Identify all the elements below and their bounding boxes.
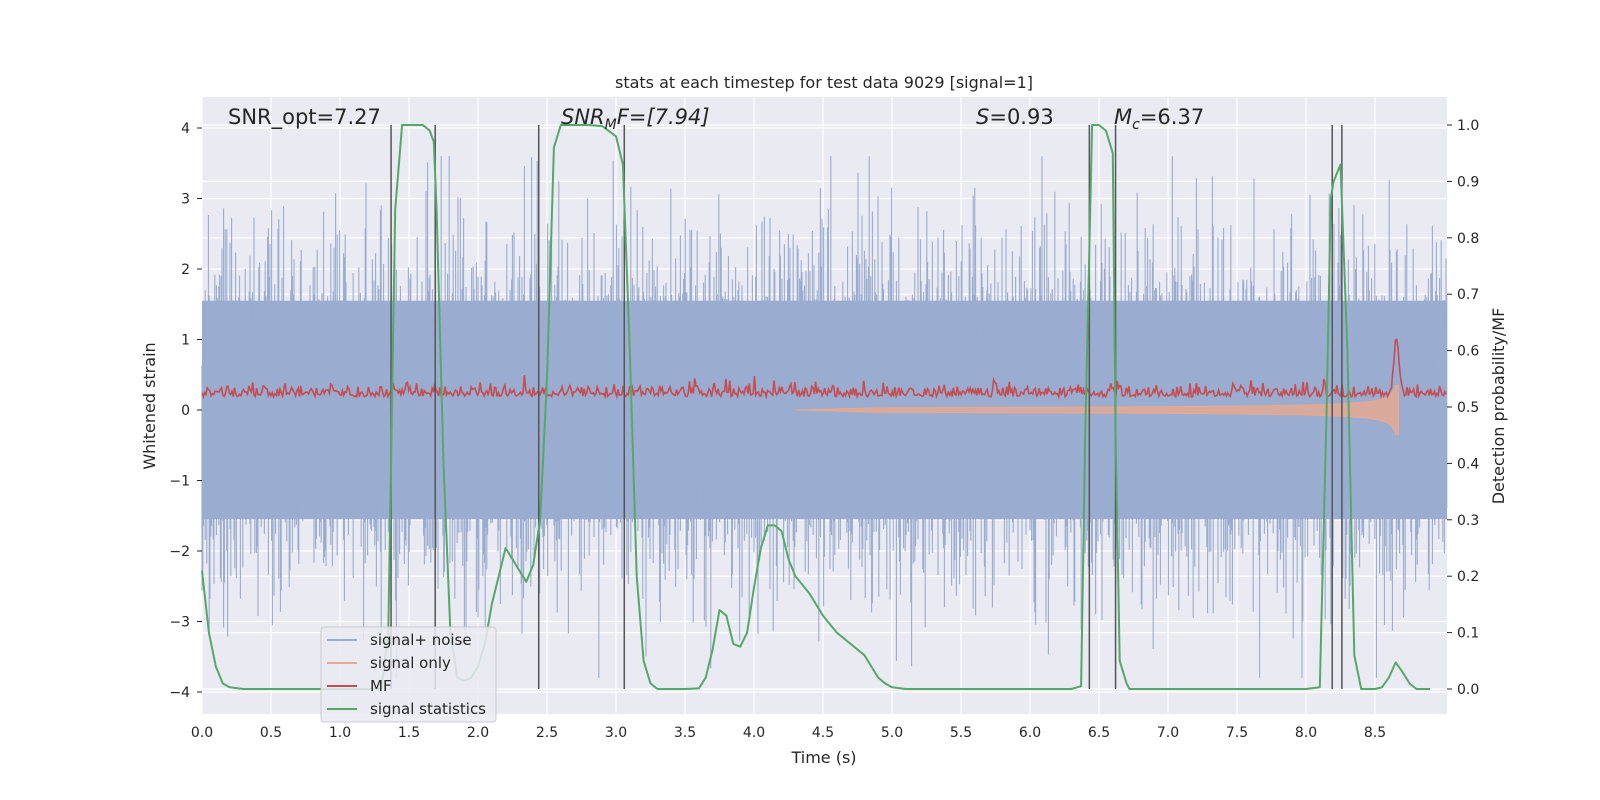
x-tick-label: 5.5 <box>950 725 972 741</box>
x-tick-label: 6.5 <box>1088 725 1110 741</box>
y-tick-label: −4 <box>169 685 190 701</box>
y2-tick-label: 0.4 <box>1457 456 1479 472</box>
y-tick-label: 2 <box>181 262 190 278</box>
y2-axis-label: Detection probability/MF <box>1489 308 1508 505</box>
signal-statistics-line <box>201 124 1431 690</box>
mf-series <box>201 338 1447 400</box>
legend: signal+ noise signal only MF signal stat… <box>320 626 497 723</box>
chart-title: stats at each timestep for test data 902… <box>615 73 1033 92</box>
x-tick-label: 4.0 <box>743 725 765 741</box>
x-tick-label: 1.5 <box>398 725 420 741</box>
y2-tick-label: 0.6 <box>1457 344 1479 360</box>
signal-only-series <box>795 384 1399 436</box>
x-tick-label: 2.0 <box>467 725 489 741</box>
y2-tick-label: 0.0 <box>1457 682 1479 698</box>
y-tick-label: 0 <box>181 403 190 419</box>
y-tick-label: −3 <box>169 615 190 631</box>
y2-tick-label: 0.1 <box>1457 626 1479 642</box>
y2-tick-label: 0.8 <box>1457 231 1479 247</box>
y2-tick-label: 1.0 <box>1457 118 1479 134</box>
x-tick-label: 8.0 <box>1295 725 1317 741</box>
signal-only-envelope <box>795 384 1399 436</box>
y-tick-label: 4 <box>181 121 190 137</box>
y-axis-label: Whitened strain <box>140 342 159 469</box>
x-tick-label: 2.5 <box>536 725 558 741</box>
y-tick-label: −2 <box>169 544 190 560</box>
x-tick-label: 3.0 <box>605 725 627 741</box>
x-tick-label: 0.5 <box>260 725 282 741</box>
x-tick-label: 0.0 <box>191 725 213 741</box>
signal-statistics-series <box>201 124 1431 690</box>
mc-annotation: Mc=6.37 <box>1114 105 1204 133</box>
s-annotation: S=0.93 <box>976 105 1054 129</box>
y-tick-label: −1 <box>169 474 190 490</box>
snr-opt-annotation: SNR_opt=7.27 <box>228 105 381 130</box>
x-tick-label: 7.0 <box>1157 725 1179 741</box>
x-tick-label: 1.0 <box>329 725 351 741</box>
legend-label-signal-only: signal only <box>370 654 451 672</box>
y2-tick-label: 0.9 <box>1457 174 1479 190</box>
y2-tick-label: 0.2 <box>1457 569 1479 585</box>
x-tick-label: 8.5 <box>1364 725 1386 741</box>
y-tick-label: 1 <box>181 333 190 349</box>
y2-tick-label: 0.5 <box>1457 400 1479 416</box>
y-axis-ticks: 4 3 2 1 0 −1 −2 −3 −4 <box>169 121 202 701</box>
y2-tick-label: 0.7 <box>1457 287 1479 303</box>
y-tick-label: 3 <box>181 192 190 208</box>
x-tick-label: 3.5 <box>674 725 696 741</box>
mf-trace <box>201 338 1447 400</box>
x-tick-label: 6.0 <box>1019 725 1041 741</box>
legend-label-signal-noise: signal+ noise <box>370 631 472 649</box>
snr-mf-annotation: SNRMF=[7.94] <box>561 105 710 133</box>
y2-tick-label: 0.3 <box>1457 513 1479 529</box>
x-tick-label: 4.5 <box>812 725 834 741</box>
x-axis-ticks: 0.0 0.5 1.0 1.5 2.0 2.5 3.0 3.5 4.0 4.5 5.0 5.5 6.0 6… <box>191 725 1386 741</box>
legend-label-mf: MF <box>370 677 392 695</box>
x-tick-label: 7.5 <box>1226 725 1248 741</box>
y2-axis-ticks: 1.0 0.9 0.8 0.7 0.6 0.5 0.4 0.3 0.2 0.1 0.0 <box>1447 118 1479 698</box>
legend-label-signal-statistics: signal statistics <box>370 700 486 718</box>
x-axis-label: Time (s) <box>790 748 856 767</box>
x-tick-label: 5.0 <box>881 725 903 741</box>
